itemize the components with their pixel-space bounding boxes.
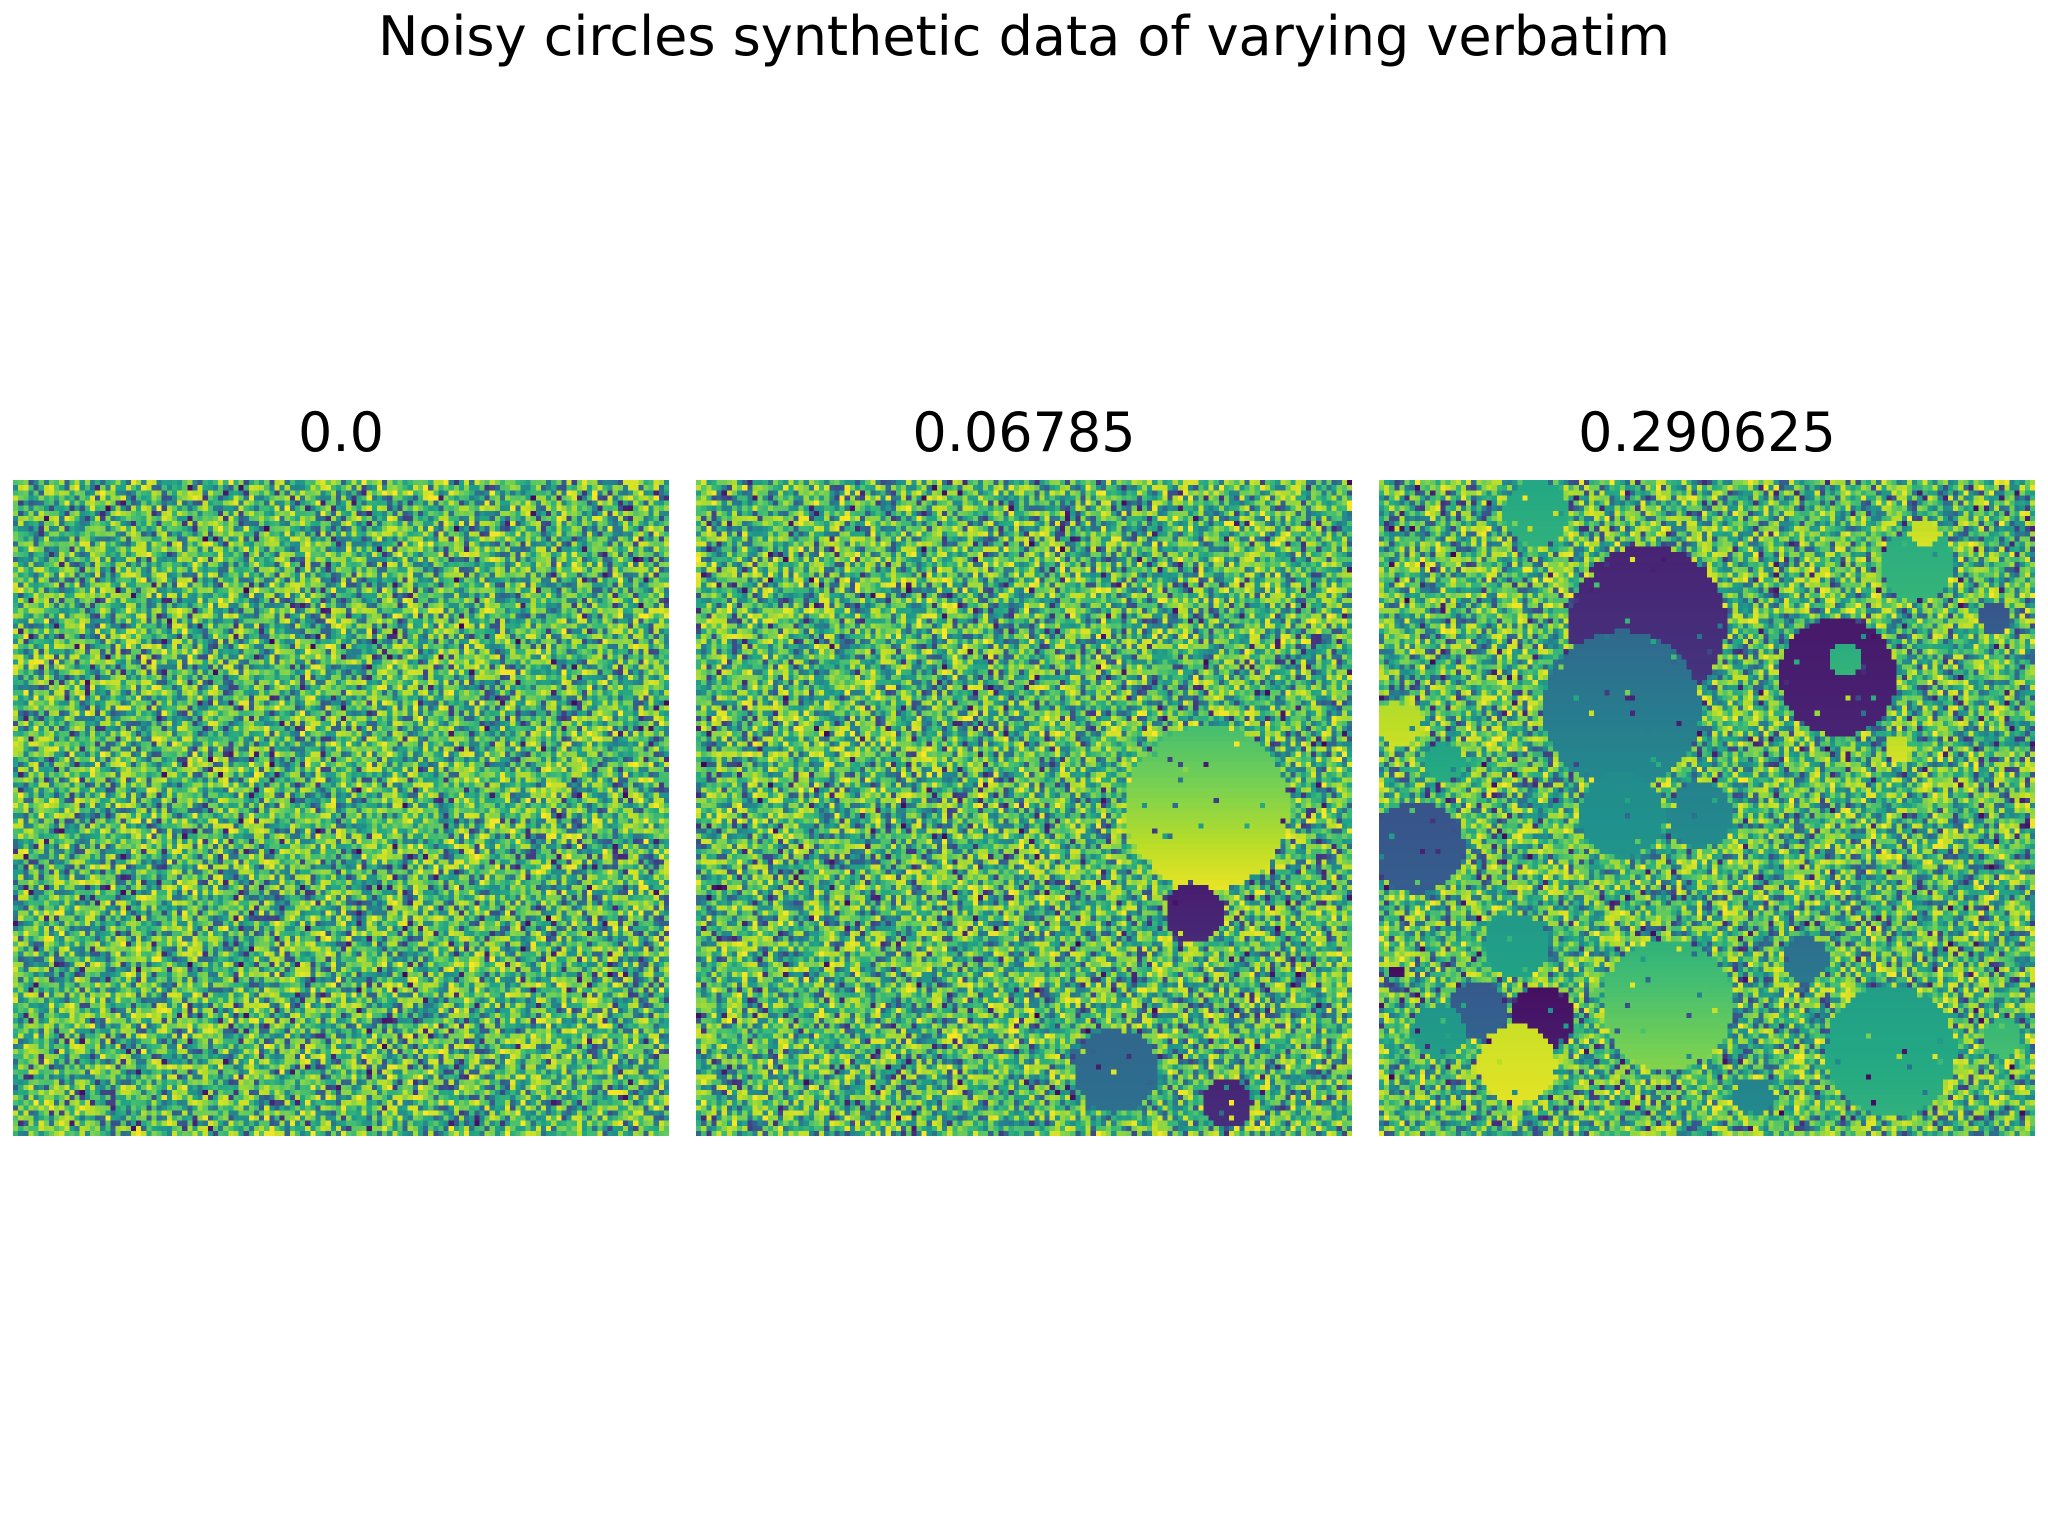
panel-1: 0.06785 [696,400,1352,1136]
panel-title-0: 0.0 [298,401,384,464]
noise-image-2 [1379,480,2035,1136]
panel-title-1: 0.06785 [912,401,1136,464]
panel-title-2: 0.290625 [1578,401,1836,464]
figure-title: Noisy circles synthetic data of varying … [378,5,1670,68]
panel-0: 0.0 [13,400,669,1136]
noise-image-1 [696,480,1352,1136]
noise-image-0 [13,480,669,1136]
panel-2: 0.290625 [1379,400,2035,1136]
